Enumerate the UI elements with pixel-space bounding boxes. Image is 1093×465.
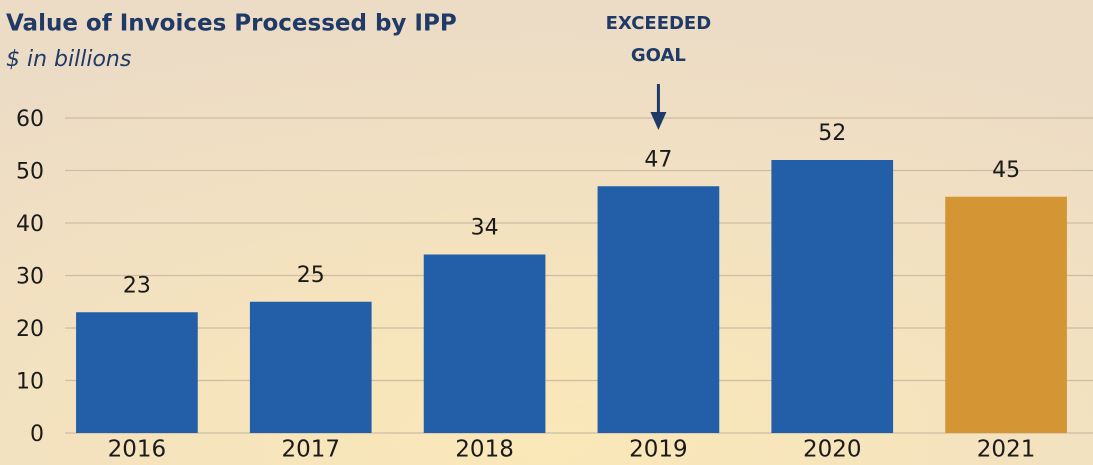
data-label: 23 [123,273,151,298]
data-label: 52 [818,121,846,146]
annotation-text: GOAL [631,45,686,66]
y-tick-label: 10 [16,370,44,395]
chart-subtitle: $ in billions [6,47,131,72]
chart-title: Value of Invoices Processed by IPP [6,11,457,37]
data-label: 45 [992,158,1020,183]
data-label: 34 [471,216,499,241]
annotation-text: EXCEEDED [606,13,712,34]
y-tick-label: 50 [16,160,44,185]
x-tick-label: 2019 [629,437,688,463]
y-tick-label: 30 [16,265,44,290]
bar [945,196,1067,433]
x-tick-label: 2021 [977,437,1036,463]
y-tick-label: 40 [16,212,44,237]
y-tick-label: 0 [30,422,44,447]
annotation-arrowhead [650,112,667,130]
bar [249,301,372,433]
x-tick-label: 2016 [108,437,167,463]
y-tick-label: 20 [16,317,44,342]
x-tick-label: 2017 [281,437,340,463]
bar [423,254,546,433]
data-label: 25 [297,263,325,288]
y-tick-label: 60 [16,107,44,132]
x-tick-label: 2018 [455,437,514,463]
bar [771,160,894,433]
x-tick-label: 2020 [803,437,862,463]
bar [76,312,198,433]
bar [597,186,720,433]
data-label: 47 [644,147,672,172]
